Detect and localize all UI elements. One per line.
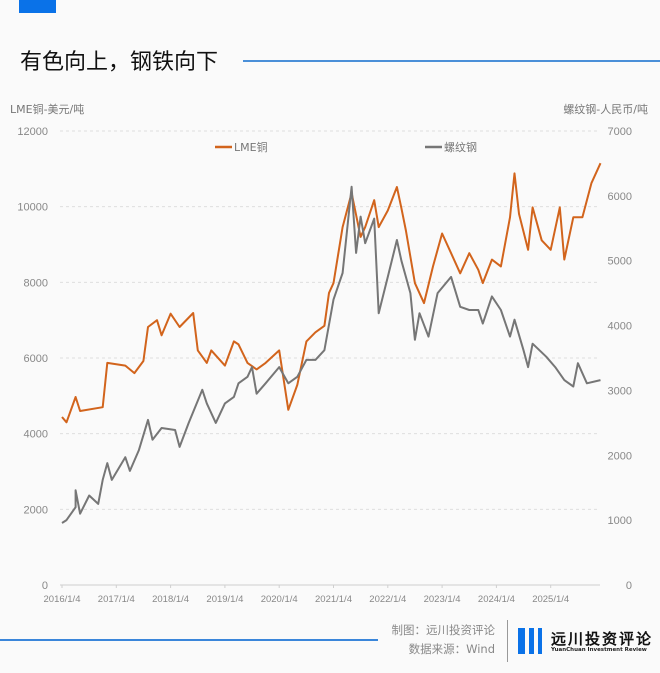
logo-text: 远川投资评论	[551, 630, 654, 648]
y-tick-left: 4000	[24, 429, 48, 441]
logo-subtext: YuanChuan Investment Review	[551, 647, 647, 653]
data-source: 数据来源：Wind	[408, 642, 495, 656]
y-axis-left-title: LME铜-美元/吨	[10, 103, 85, 116]
y-tick-left: 12000	[17, 126, 48, 138]
brand-logo: 远川投资评论 YuanChuan Investment Review	[518, 628, 651, 658]
y-tick-right: 3000	[608, 385, 632, 397]
y-tick-right: 4000	[608, 321, 632, 333]
x-tick-label: 2019/1/4	[206, 594, 243, 605]
y-tick-left: 6000	[24, 353, 48, 365]
legend-label: 螺纹钢	[444, 140, 477, 154]
x-tick-label: 2024/1/4	[478, 594, 515, 605]
logo-bar	[538, 628, 542, 654]
footer-rule	[0, 639, 378, 641]
y-tick-left: 10000	[17, 202, 48, 214]
x-tick-label: 2021/1/4	[315, 594, 352, 605]
y-tick-right: 2000	[608, 450, 632, 462]
y-axis-right-title: 螺纹钢-人民币/吨	[563, 103, 648, 116]
y-tick-left: 8000	[24, 277, 48, 289]
logo-bar	[518, 628, 525, 654]
x-tick-label: 2022/1/4	[369, 594, 406, 605]
series-line-copper	[61, 162, 602, 424]
y-tick-left: 2000	[24, 504, 48, 516]
series-line-rebar	[61, 185, 601, 524]
x-tick-label: 2018/1/4	[152, 594, 189, 605]
y-tick-left: 0	[42, 580, 48, 592]
chart-credit: 制图：远川投资评论	[391, 623, 496, 637]
y-tick-right: 7000	[608, 126, 632, 138]
legend-label: LME铜	[234, 140, 268, 154]
page-title: 有色向上，钢铁向下	[20, 50, 219, 75]
footer-divider	[507, 620, 508, 662]
x-tick-label: 2023/1/4	[424, 594, 461, 605]
logo-bar	[529, 628, 534, 654]
x-tick-label: 2017/1/4	[98, 594, 135, 605]
y-tick-right: 1000	[608, 515, 632, 527]
y-tick-right: 0	[626, 580, 632, 592]
x-tick-label: 2020/1/4	[261, 594, 298, 605]
y-tick-right: 5000	[608, 256, 632, 268]
y-tick-right: 6000	[608, 191, 632, 203]
title-rule	[243, 60, 660, 62]
x-tick-label: 2016/1/4	[44, 594, 81, 605]
accent-tab	[19, 0, 56, 13]
x-tick-label: 2025/1/4	[532, 594, 569, 605]
